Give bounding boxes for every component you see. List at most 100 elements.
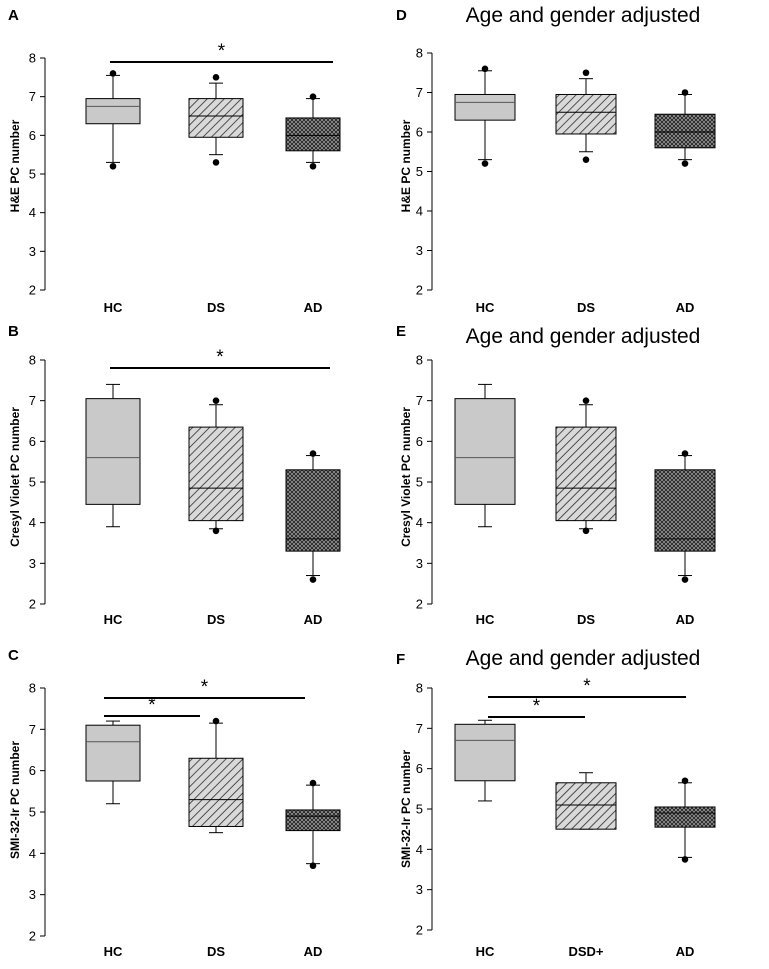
outlier-B-2-1 xyxy=(309,450,317,457)
box-D-1 xyxy=(555,93,617,135)
box-A-1 xyxy=(188,98,244,138)
y-tick-label-C-1: 3 xyxy=(29,887,36,902)
outlier-B-2-0 xyxy=(309,576,317,583)
y-tick-label-D-6: 8 xyxy=(416,46,423,61)
category-label-A-2: AD xyxy=(304,300,323,315)
category-label-C-2: AD xyxy=(304,944,323,959)
category-label-D-1: DS xyxy=(577,300,595,315)
category-label-B-2: AD xyxy=(304,612,323,627)
panel-E: E Age and gender adjusted Cresyl Violet … xyxy=(396,323,716,627)
y-axis-label-B: Cresyl Violet PC number xyxy=(8,407,22,547)
y-tick-label-D-5: 7 xyxy=(416,85,423,100)
y-tick-label-F-1: 3 xyxy=(416,882,423,897)
category-label-E-1: DS xyxy=(577,612,595,627)
y-tick-label-A-6: 8 xyxy=(29,51,36,66)
category-label-C-1: DS xyxy=(207,944,225,959)
category-label-D-0: HC xyxy=(476,300,495,315)
outlier-D-0-1 xyxy=(481,65,489,73)
y-tick-label-A-3: 5 xyxy=(29,167,36,182)
y-tick-label-C-5: 7 xyxy=(29,722,36,737)
y-tick-label-A-4: 6 xyxy=(29,128,36,143)
panel-D: D Age and gender adjusted H&E PC number … xyxy=(396,4,716,315)
box-C-0 xyxy=(85,724,141,782)
panel-title-F: Age and gender adjusted xyxy=(466,647,701,670)
y-tick-label-B-2: 4 xyxy=(29,515,36,530)
outlier-D-1-0 xyxy=(582,156,590,163)
outlier-F-2-0 xyxy=(681,856,689,863)
box-E-1 xyxy=(555,426,617,522)
box-A-0 xyxy=(85,98,141,125)
y-tick-label-F-3: 5 xyxy=(416,802,423,817)
category-label-B-1: DS xyxy=(207,612,225,627)
y-tick-label-B-3: 5 xyxy=(29,475,36,490)
y-tick-label-E-3: 5 xyxy=(416,475,423,490)
y-tick-label-F-0: 2 xyxy=(416,923,423,938)
y-tick-label-D-2: 4 xyxy=(416,204,423,219)
y-tick-label-B-1: 3 xyxy=(29,556,36,571)
category-label-F-2: AD xyxy=(676,944,695,959)
outlier-D-2-0 xyxy=(681,160,689,167)
y-tick-label-C-3: 5 xyxy=(29,805,36,820)
y-tick-label-C-2: 4 xyxy=(29,846,36,861)
y-tick-label-F-6: 8 xyxy=(416,681,423,696)
significance-star-C-0: * xyxy=(148,695,156,716)
outlier-A-0-0 xyxy=(109,162,117,170)
y-tick-label-E-2: 4 xyxy=(416,515,423,530)
outlier-E-1-1 xyxy=(582,397,590,404)
outlier-C-2-0 xyxy=(309,862,317,870)
outlier-C-1-0 xyxy=(212,717,220,725)
outlier-E-2-0 xyxy=(681,576,689,583)
category-label-D-2: AD xyxy=(676,300,695,315)
y-tick-label-A-1: 3 xyxy=(29,244,36,259)
box-F-0 xyxy=(454,723,516,782)
box-B-2 xyxy=(285,469,341,552)
category-label-E-0: HC xyxy=(476,612,495,627)
panel-letter-D: D xyxy=(396,7,407,24)
outlier-A-2-0 xyxy=(309,162,317,170)
y-tick-label-E-1: 3 xyxy=(416,556,423,571)
category-label-E-2: AD xyxy=(676,612,695,627)
category-label-F-1: DSD+ xyxy=(568,944,603,959)
y-tick-label-D-1: 3 xyxy=(416,243,423,258)
y-axis-label-E: Cresyl Violet PC number xyxy=(399,407,413,547)
significance-star-B-0: * xyxy=(216,347,224,368)
outlier-F-2-1 xyxy=(681,777,689,785)
outlier-A-0-1 xyxy=(109,70,117,77)
box-B-0 xyxy=(85,398,141,505)
panel-letter-F: F xyxy=(396,651,405,668)
panel-letter-A: A xyxy=(8,7,19,24)
panel-letter-E: E xyxy=(396,323,406,340)
outlier-B-1-1 xyxy=(212,397,220,404)
y-tick-label-D-4: 6 xyxy=(416,125,423,140)
category-label-B-0: HC xyxy=(104,612,123,627)
box-F-1 xyxy=(555,782,617,830)
panel-A: A H&E PC number HC DS AD 2 3 4 5 6 7 8 * xyxy=(8,7,341,315)
panel-C: C SMI-32-Ir PC number HC DS AD 2 3 4 5 6 7 8 * * xyxy=(8,647,341,959)
y-tick-label-D-3: 5 xyxy=(416,164,423,179)
y-tick-label-E-0: 2 xyxy=(416,597,423,612)
y-tick-label-F-5: 7 xyxy=(416,721,423,736)
panel-title-D: Age and gender adjusted xyxy=(466,4,701,27)
y-tick-label-F-2: 4 xyxy=(416,842,423,857)
y-tick-label-C-6: 8 xyxy=(29,681,36,696)
outlier-D-2-1 xyxy=(681,89,689,96)
box-C-2 xyxy=(285,809,341,832)
y-axis-label-D: H&E PC number xyxy=(399,119,413,212)
box-C-1 xyxy=(188,757,244,827)
panel-B: B Cresyl Violet PC number HC DS AD 2 3 4 5 6… xyxy=(8,323,341,627)
outlier-B-1-0 xyxy=(212,527,220,535)
panel-F: F Age and gender adjusted SMI-32-Ir PC n… xyxy=(396,647,716,959)
y-tick-label-E-5: 7 xyxy=(416,393,423,408)
box-D-0 xyxy=(454,93,516,121)
category-label-F-0: HC xyxy=(476,944,495,959)
significance-star-F-0: * xyxy=(533,696,541,717)
box-A-2 xyxy=(285,117,341,152)
significance-star-A-0: * xyxy=(218,41,226,62)
y-axis-label-C: SMI-32-Ir PC number xyxy=(8,741,22,859)
category-label-A-1: DS xyxy=(207,300,225,315)
y-tick-label-E-4: 6 xyxy=(416,434,423,449)
y-axis-label-F: SMI-32-Ir PC number xyxy=(399,750,413,868)
box-E-2 xyxy=(654,469,716,552)
